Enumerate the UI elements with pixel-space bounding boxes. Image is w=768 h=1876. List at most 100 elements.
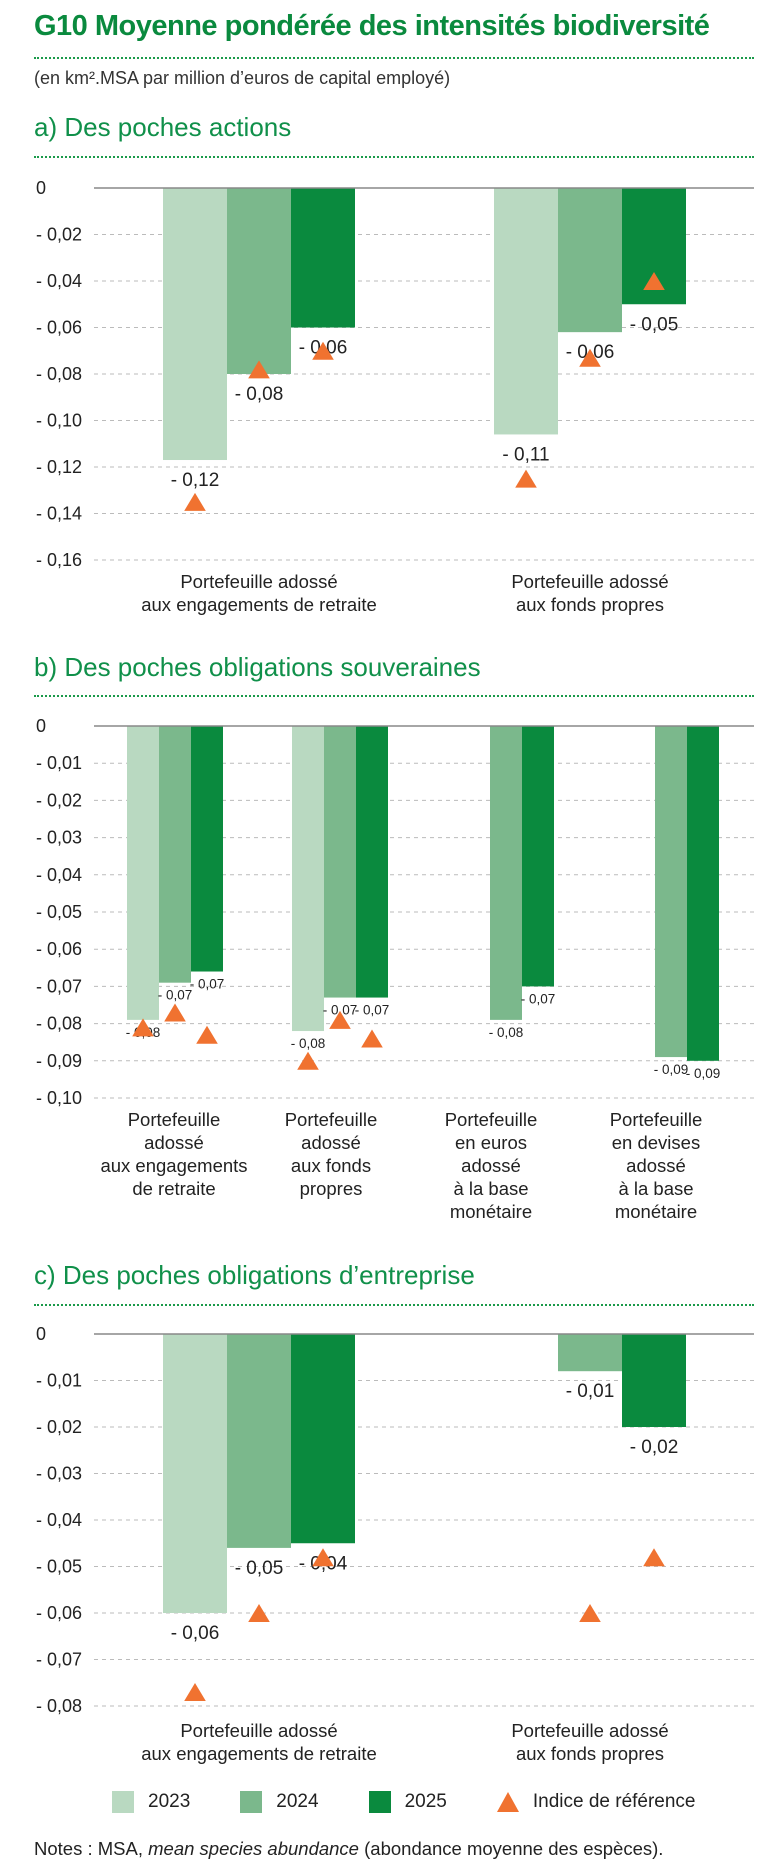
c-ytick-label: - 0,03 — [36, 1464, 82, 1484]
b-bar-2023 — [292, 726, 324, 1032]
c-category-label: Portefeuille adossé aux fonds propres — [511, 1720, 668, 1764]
c-bar-2025 — [622, 1334, 686, 1427]
b-category-label: Portefeuille adossé aux engagements de retr… — [100, 1109, 247, 1199]
a-bar-2023 — [163, 188, 227, 461]
c-ytick-label: 0 — [36, 1324, 46, 1344]
c-ytick-label: - 0,04 — [36, 1510, 82, 1530]
a-category-label: Portefeuille adossé aux fonds propres — [511, 571, 668, 615]
legend-item-2025: 2025 — [368, 1791, 447, 1813]
b-ytick-label: - 0,09 — [36, 1051, 82, 1071]
c-ytick-label: - 0,07 — [36, 1650, 82, 1670]
b-data-label: - 0,07 — [323, 1003, 358, 1018]
c-data-label: - 0,05 — [235, 1558, 284, 1579]
b-reference-triangle — [164, 1003, 186, 1022]
b-category-label: Portefeuille en devises adossé à la base mon… — [610, 1109, 703, 1222]
a-data-label: - 0,08 — [235, 384, 284, 405]
legend-swatch-2024 — [240, 1791, 263, 1813]
chart-title: G10 Moyenne pondérée des intensités biod… — [34, 10, 710, 42]
chart-a-actions: 0 - 0,02 - 0,04 - 0,06 - 0,08 - 0,10 - 0,12 - 0… — [36, 178, 754, 615]
legend-item-reference: Indice de référence — [496, 1791, 696, 1813]
legend-item-2023: 2023 — [112, 1791, 190, 1813]
c-ytick-label: - 0,06 — [36, 1603, 82, 1623]
chart-c-entreprise: 0 - 0,01 - 0,02 - 0,03 - 0,04 - 0,05 - 0,06 - 0… — [36, 1324, 754, 1764]
section-b-title: b) Des poches obligations souveraines — [34, 652, 481, 682]
a-reference-triangle — [579, 348, 601, 367]
b-bar-2024 — [655, 726, 687, 1058]
c-bar-2024 — [227, 1334, 291, 1548]
section-b-rule — [34, 695, 754, 697]
b-ytick-label: - 0,05 — [36, 902, 82, 922]
legend-swatch-2025 — [368, 1791, 391, 1813]
c-data-label: - 0,06 — [171, 1623, 220, 1644]
legend: 2023 2024 2025 Indice de référence — [112, 1788, 746, 1816]
title-rule — [34, 57, 754, 59]
a-bar-2024 — [227, 188, 291, 374]
b-data-label: - 0,09 — [654, 1062, 689, 1077]
a-ytick-label: - 0,10 — [36, 411, 82, 431]
c-bar-2025 — [291, 1334, 355, 1544]
legend-label-2025: 2025 — [404, 1791, 447, 1812]
section-a-rule — [34, 156, 754, 158]
legend-item-2024: 2024 — [240, 1791, 319, 1813]
b-data-label: - 0,08 — [291, 1036, 326, 1051]
b-bar-2023 — [127, 726, 159, 1020]
b-data-label: - 0,08 — [489, 1025, 524, 1040]
a-ytick-label: - 0,04 — [36, 271, 82, 291]
notes-italic: mean species abundance — [148, 1838, 359, 1859]
a-bar-2023 — [494, 188, 558, 435]
c-reference-triangle — [312, 1548, 334, 1567]
legend-swatch-2023 — [112, 1791, 134, 1813]
a-data-label: - 0,11 — [502, 444, 549, 465]
b-ytick-label: - 0,02 — [36, 790, 82, 810]
a-reference-triangle — [248, 360, 270, 379]
b-ytick-label: - 0,08 — [36, 1014, 82, 1034]
c-reference-triangle — [643, 1548, 665, 1567]
b-reference-triangle — [329, 1010, 351, 1029]
a-reference-triangle — [312, 341, 334, 360]
notes: Notes : MSA, mean species abundance (abo… — [34, 1838, 663, 1860]
a-ytick-label: 0 — [36, 178, 46, 198]
b-ytick-label: 0 — [36, 716, 46, 736]
c-reference-triangle — [184, 1683, 206, 1702]
notes-prefix: Notes : MSA, — [34, 1838, 149, 1859]
c-category-label: Portefeuille adossé aux engagements de re… — [141, 1720, 377, 1764]
b-bar-2025 — [356, 726, 388, 998]
notes-suffix: (abondance moyenne des espèces). — [358, 1838, 664, 1859]
b-data-label: - 0,07 — [158, 988, 193, 1003]
a-ytick-label: - 0,02 — [36, 225, 82, 245]
c-reference-triangle — [579, 1604, 601, 1622]
c-bar-2023 — [163, 1334, 227, 1613]
a-ytick-label: - 0,12 — [36, 457, 82, 477]
b-data-label: - 0,09 — [686, 1066, 721, 1081]
b-ytick-label: - 0,04 — [36, 865, 82, 885]
b-reference-triangle — [297, 1051, 319, 1070]
c-data-label: - 0,02 — [630, 1437, 679, 1458]
c-data-label: - 0,01 — [566, 1381, 615, 1402]
b-ytick-label: - 0,10 — [36, 1088, 82, 1108]
section-a-title: a) Des poches actions — [34, 112, 292, 142]
b-ytick-label: - 0,03 — [36, 828, 82, 848]
section-c-rule — [34, 1304, 754, 1306]
a-reference-triangle — [515, 469, 537, 488]
b-bar-2025 — [522, 726, 554, 987]
a-ytick-label: - 0,08 — [36, 364, 82, 384]
b-category-label: Portefeuille en euros adossé à la base monét… — [445, 1109, 538, 1222]
legend-label-reference: Indice de référence — [532, 1791, 696, 1812]
a-data-label: - 0,05 — [630, 314, 679, 335]
legend-label-2024: 2024 — [276, 1791, 319, 1812]
chart-b-souveraines: 0 - 0,01 - 0,02 - 0,03 - 0,04 - 0,05 - 0,06 - 0… — [36, 716, 754, 1222]
c-bar-2024 — [558, 1334, 622, 1372]
b-bar-2024 — [324, 726, 356, 998]
b-reference-triangle — [132, 1018, 154, 1037]
c-ytick-label: - 0,02 — [36, 1417, 82, 1437]
a-ytick-label: - 0,16 — [36, 550, 82, 570]
b-data-label: - 0,07 — [190, 977, 225, 992]
b-category-label: Portefeuille adossé aux fonds propres — [285, 1109, 378, 1199]
b-reference-triangle — [196, 1025, 218, 1044]
a-reference-triangle — [643, 272, 665, 290]
chart-subtitle: (en km².MSA par million d’euros de capit… — [34, 68, 451, 88]
c-ytick-label: - 0,05 — [36, 1557, 82, 1577]
c-ytick-label: - 0,08 — [36, 1696, 82, 1716]
b-data-label: - 0,07 — [521, 991, 556, 1006]
a-ytick-label: - 0,06 — [36, 318, 82, 338]
